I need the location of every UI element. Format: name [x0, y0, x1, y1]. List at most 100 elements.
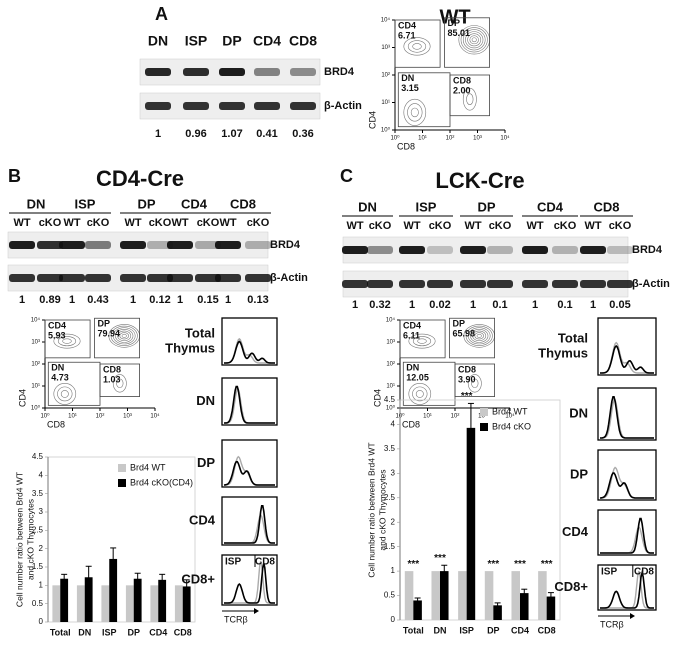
contour	[115, 329, 134, 343]
contour	[53, 383, 77, 405]
actin-band	[9, 274, 35, 282]
y-tick-label: 10⁴	[386, 317, 396, 324]
x-tick-label: ISP	[102, 627, 117, 637]
gate-value: 4.73	[51, 373, 69, 383]
quantification: 1	[409, 299, 415, 311]
lane-label: WT	[171, 217, 188, 229]
bar	[60, 578, 69, 622]
band	[522, 246, 548, 254]
significance: ***	[541, 559, 553, 570]
quantification: 0.1	[492, 299, 507, 311]
gate	[94, 317, 140, 359]
histogram-curve	[600, 396, 654, 439]
histogram-box	[597, 317, 657, 376]
contour	[462, 29, 486, 51]
y-tick-label: 10²	[31, 362, 40, 368]
contour	[60, 390, 69, 398]
x-tick-label: 10³	[123, 414, 132, 420]
gate-name: DP	[98, 319, 111, 329]
y-tick-label: 10⁰	[31, 405, 41, 412]
bar	[493, 605, 502, 620]
band	[607, 246, 633, 254]
contour	[408, 333, 436, 349]
legend-label: Brd4 WT	[492, 406, 528, 416]
bar	[431, 571, 440, 620]
legend-swatch	[118, 479, 126, 487]
bar	[546, 596, 556, 620]
actin-band	[195, 274, 221, 282]
row-label: β-Actin	[270, 272, 308, 284]
group-label: CD8	[593, 199, 619, 214]
contour	[470, 329, 489, 343]
histogram-label: CD4	[562, 524, 589, 539]
histogram-curve	[600, 569, 654, 609]
lane-label: WT	[346, 220, 363, 232]
contour	[469, 35, 479, 45]
x-tick-label: CD4	[511, 625, 529, 635]
legend-label: Brd4 cKO(CD4)	[130, 477, 193, 487]
legend-swatch	[118, 464, 126, 472]
band	[552, 246, 578, 254]
x-axis-label: TCRβ	[224, 614, 248, 624]
y-tick-label: 3.5	[32, 489, 44, 498]
y-tick-label: 10⁴	[31, 317, 41, 324]
y-tick-label: 2	[39, 544, 44, 553]
y-axis-label: and cKO Thymocytes	[377, 469, 387, 550]
legend-swatch	[480, 423, 488, 431]
contour	[467, 374, 482, 393]
y-tick-label: 1.5	[32, 562, 44, 571]
gate-value: 3.90	[458, 374, 476, 384]
plot-frame	[399, 399, 561, 621]
lane-label: cKO	[554, 220, 577, 232]
x-axis-label: TCRβ	[600, 619, 624, 629]
actin-band	[215, 274, 241, 282]
bar	[52, 585, 61, 622]
contour	[465, 325, 493, 346]
lane-label: DP	[222, 33, 241, 49]
y-axis-label: CD4	[372, 389, 382, 407]
band	[145, 68, 171, 76]
y-tick-label: 10⁴	[381, 17, 391, 24]
quantification: 1	[470, 299, 476, 311]
bar	[466, 427, 476, 620]
significance: ***	[487, 559, 499, 570]
gate	[394, 19, 441, 68]
group-label: DN	[27, 196, 46, 211]
histogram-curve	[224, 562, 275, 604]
quantification: 0.43	[87, 294, 108, 306]
x-tick-label: 10¹	[418, 136, 427, 142]
actin-band	[145, 102, 171, 110]
actin-band	[460, 280, 486, 288]
band	[427, 246, 453, 254]
contour	[119, 332, 129, 340]
x-tick-label: 10⁴	[500, 135, 510, 142]
quantification: 1.07	[221, 128, 242, 140]
quantification: 1	[155, 128, 161, 140]
inset-label: ISP	[601, 567, 617, 578]
lane-label: WT	[124, 217, 141, 229]
gate	[449, 317, 495, 359]
panel-title: LCK-Cre	[435, 168, 524, 193]
inset-label: ISP	[225, 557, 241, 568]
bar	[520, 593, 529, 620]
histogram-box	[597, 509, 657, 556]
contour	[57, 386, 73, 402]
gate	[99, 363, 140, 397]
contour	[403, 98, 427, 126]
gate-value: 85.01	[448, 28, 471, 38]
contour	[110, 325, 138, 346]
contour	[417, 338, 427, 344]
band	[59, 241, 85, 249]
x-tick-label: 10⁰	[390, 135, 400, 142]
legend-label: Brd4 cKO	[492, 421, 531, 431]
x-tick-label: CD8	[174, 627, 192, 637]
gate-value: 65.98	[453, 329, 476, 339]
band	[9, 241, 35, 249]
quantification: 0.02	[429, 299, 450, 311]
histogram-box	[221, 317, 278, 366]
x-tick-label: 10¹	[423, 414, 432, 420]
gate-value: 5.93	[48, 330, 66, 340]
histogram-label: DN	[569, 405, 588, 420]
contour	[412, 336, 432, 347]
x-tick-label: DP	[127, 627, 140, 637]
